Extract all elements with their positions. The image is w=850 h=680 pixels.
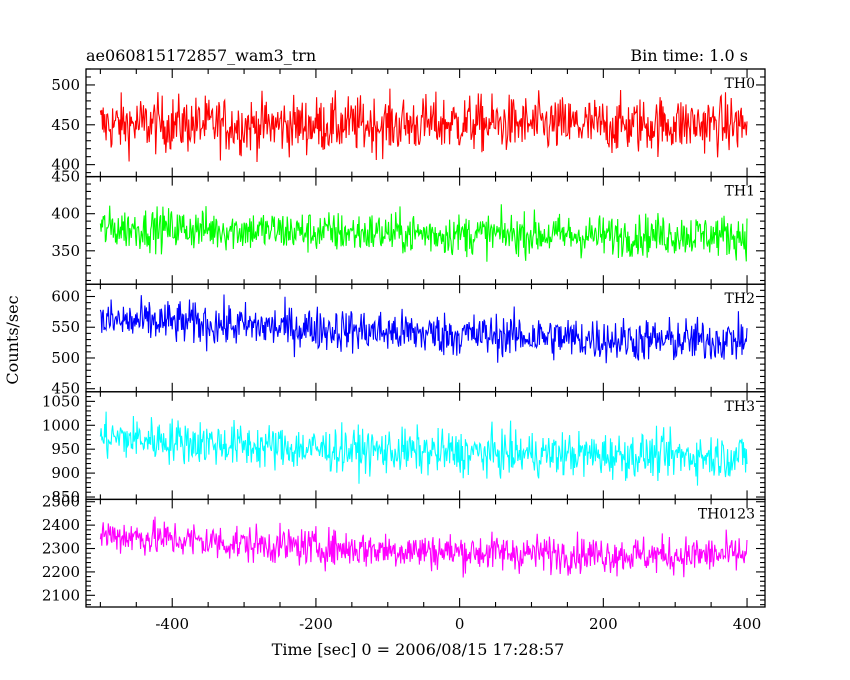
panel-th3: 850 900 950 1000 1050 TH3	[42, 391, 766, 506]
x-tick-label: 400	[733, 615, 762, 633]
y-tick-label: 400	[51, 205, 80, 223]
x-tick-label: 200	[589, 615, 618, 633]
y-axis-label: Counts/sec	[3, 295, 22, 384]
y-tick-label: 450	[51, 380, 80, 398]
panel-label-th0123: TH0123	[698, 506, 755, 522]
y-tick-label: 2400	[42, 516, 80, 534]
x-axis-tick-labels: -400 -200 0 200 400	[155, 615, 761, 633]
panel-label-th1: TH1	[725, 184, 755, 200]
panel-th2: 450 500 550 600 TH2	[51, 283, 766, 398]
y-tick-label: 500	[51, 349, 80, 367]
y-tick-label: 1050	[42, 392, 80, 410]
y-tick-label: 400	[51, 156, 80, 174]
y-tick-label: 450	[51, 116, 80, 134]
x-tick-label: -400	[155, 615, 189, 633]
y-tick-label: 350	[51, 242, 80, 260]
panel-label-th3: TH3	[725, 399, 755, 415]
panel-label-th0: TH0	[725, 76, 755, 92]
x-axis-label: Time [sec] 0 = 2006/08/15 17:28:57	[272, 640, 565, 659]
series-line-th2	[99, 294, 748, 364]
x-tick-label: 0	[455, 615, 465, 633]
y-tick-label: 2100	[42, 586, 80, 604]
y-tick-label: 2300	[42, 540, 80, 558]
chart-title: ae060815172857_wam3_trn	[86, 46, 316, 65]
x-tick-label: -200	[299, 615, 333, 633]
y-tick-label: 2500	[42, 493, 80, 511]
y-tick-label: 450	[51, 168, 80, 186]
y-tick-label: 2200	[42, 563, 80, 581]
panel-th0: 400 450 500 TH0	[51, 68, 766, 178]
series-line-th3	[99, 411, 748, 486]
y-tick-label: 500	[51, 76, 80, 94]
panel-label-th2: TH2	[725, 291, 755, 307]
panel-th1: 350 400 450 TH1	[51, 168, 766, 285]
y-tick-label: 550	[51, 318, 80, 336]
y-tick-label: 950	[51, 440, 80, 458]
y-tick-label: 600	[51, 287, 80, 305]
bin-time-label: Bin time: 1.0 s	[630, 46, 748, 65]
y-tick-label: 850	[51, 488, 80, 506]
y-tick-label: 900	[51, 464, 80, 482]
series-line-th1	[99, 204, 748, 262]
y-tick-label: 1000	[42, 416, 80, 434]
panel-th0123: 2100 2200 2300 2400 2500 TH0123	[42, 493, 766, 608]
series-line-th0123	[99, 516, 748, 578]
series-line-th0	[99, 88, 748, 163]
